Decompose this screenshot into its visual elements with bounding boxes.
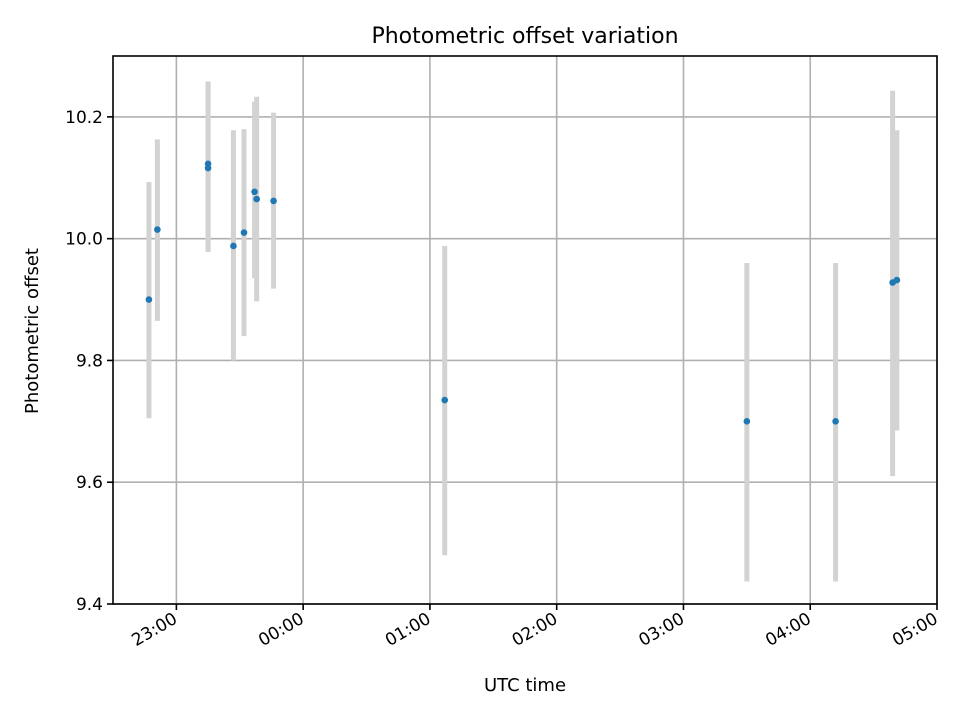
data-point [270,197,277,205]
y-tick-label: 9.8 [76,351,103,371]
data-points [145,160,901,425]
plot-frame [112,55,938,605]
data-point [832,418,839,425]
data-point [743,418,751,425]
data-point [154,226,161,233]
data-point [253,195,260,203]
data-point [441,396,449,404]
data-point [240,229,248,236]
x-axis-label: UTC time [484,675,566,696]
y-tick-label: 9.4 [76,595,103,615]
chart-title: Photometric offset variation [371,24,678,49]
y-tick-label: 10.2 [65,108,103,128]
data-point [251,188,258,196]
y-axis-label: Photometric offset [22,248,43,414]
data-point [230,242,237,250]
y-tick-label: 9.6 [76,473,103,493]
data-point [893,276,901,284]
data-point [204,164,212,172]
y-tick-label: 10.0 [65,230,103,250]
data-point [145,296,153,303]
